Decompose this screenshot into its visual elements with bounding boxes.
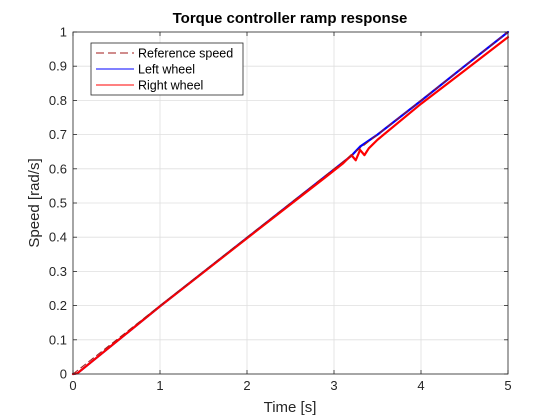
legend-label-reference-speed: Reference speed [138, 47, 233, 61]
legend-label-right-wheel: Right wheel [138, 79, 203, 93]
y-tick-label: 0.5 [49, 196, 67, 211]
y-tick-label: 0.9 [49, 59, 67, 74]
series-line-right-wheel [71, 36, 510, 376]
y-tick-label: 0.4 [49, 230, 67, 245]
legend-label-left-wheel: Left wheel [138, 63, 195, 77]
x-tick-label: 1 [156, 378, 163, 393]
series-line-reference-speed [72, 31, 509, 375]
y-tick-label: 0.3 [49, 264, 67, 279]
x-tick-label: 2 [243, 378, 250, 393]
x-tick-label: 0 [69, 378, 76, 393]
axis-ticks: 0 1 2 3 4 5 0 0.1 0.2 0.3 0.4 0.5 0.6 0.7 0.8 0.9 1 [49, 25, 512, 394]
series-lines [71, 30, 510, 376]
x-tick-label: 5 [504, 378, 511, 393]
y-tick-label: 0 [60, 367, 67, 382]
y-tick-label: 0.6 [49, 161, 67, 176]
legend: Reference speed Left wheel Right wheel [90, 42, 244, 96]
y-tick-label: 0.1 [49, 332, 67, 347]
x-tick-label: 4 [417, 378, 424, 393]
x-tick-label: 3 [330, 378, 337, 393]
y-tick-label: 1 [60, 25, 67, 40]
y-tick-label: 0.7 [49, 127, 67, 142]
chart-title: Torque controller ramp response [173, 10, 408, 27]
y-axis-label: Speed [rad/s] [26, 158, 43, 247]
y-tick-label: 0.8 [49, 93, 67, 108]
x-axis-label: Time [s] [264, 399, 317, 416]
y-tick-label: 0.2 [49, 298, 67, 313]
